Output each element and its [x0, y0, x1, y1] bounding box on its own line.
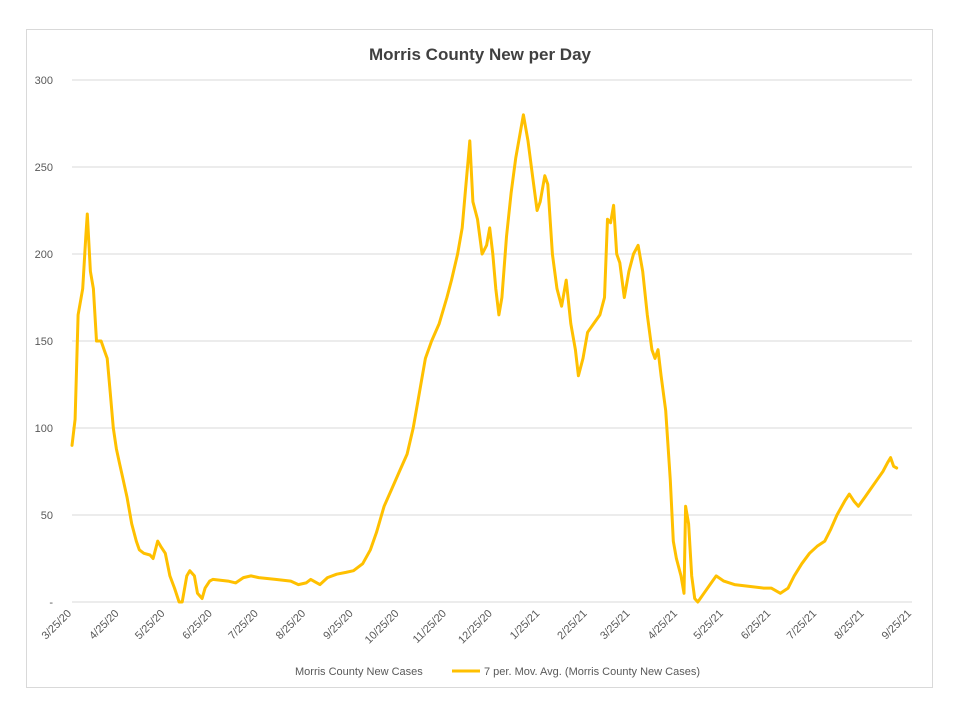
x-tick-label: 7/25/21 [785, 608, 819, 642]
y-tick-label: 100 [35, 423, 53, 435]
x-tick-label: 11/25/20 [411, 608, 449, 646]
x-axis-tick-labels: 3/25/20 4/25/20 5/25/20 6/25/20 7/25/20 8/25/… [40, 608, 914, 647]
x-tick-label: 6/25/21 [739, 608, 773, 642]
x-tick-label: 7/25/20 [226, 608, 260, 642]
legend-label-moving-average: 7 per. Mov. Avg. (Morris County New Case… [484, 666, 700, 678]
chart-area: Morris County New per Day - 50 100 150 200 25… [26, 29, 933, 688]
y-tick-label: 250 [35, 162, 53, 174]
legend: Morris County New Cases 7 per. Mov. Avg.… [295, 666, 700, 678]
y-tick-label: 50 [41, 510, 53, 522]
x-tick-label: 3/25/20 [40, 608, 74, 642]
series-lines [70, 113, 899, 604]
y-axis-tick-labels: - 50 100 150 200 250 300 [35, 75, 54, 609]
chart-title: Morris County New per Day [369, 45, 592, 64]
x-tick-label: 12/25/20 [456, 608, 495, 647]
x-tick-label: 4/25/21 [646, 608, 680, 642]
x-tick-label: 4/25/20 [87, 608, 121, 642]
x-tick-label: 8/25/20 [274, 608, 308, 642]
y-tick-label: 200 [35, 249, 53, 261]
chart-svg: Morris County New per Day - 50 100 150 200 25… [35, 45, 914, 678]
y-tick-label: - [49, 597, 53, 609]
x-tick-label: 9/25/20 [321, 608, 355, 642]
x-tick-label: 9/25/21 [880, 608, 914, 642]
x-tick-label: 10/25/20 [363, 608, 402, 647]
x-tick-label: 5/25/21 [691, 608, 725, 642]
x-tick-label: 8/25/21 [832, 608, 866, 642]
y-tick-label: 150 [35, 336, 53, 348]
y-tick-label: 300 [35, 75, 53, 87]
x-tick-label: 6/25/20 [180, 608, 214, 642]
x-tick-label: 1/25/21 [508, 608, 542, 642]
x-tick-label: 3/25/21 [598, 608, 632, 642]
x-tick-label: 2/25/21 [555, 608, 589, 642]
series-line-moving-average [70, 113, 899, 604]
x-tick-label: 5/25/20 [133, 608, 167, 642]
legend-label-new-cases: Morris County New Cases [295, 666, 423, 678]
gridlines [72, 79, 912, 603]
